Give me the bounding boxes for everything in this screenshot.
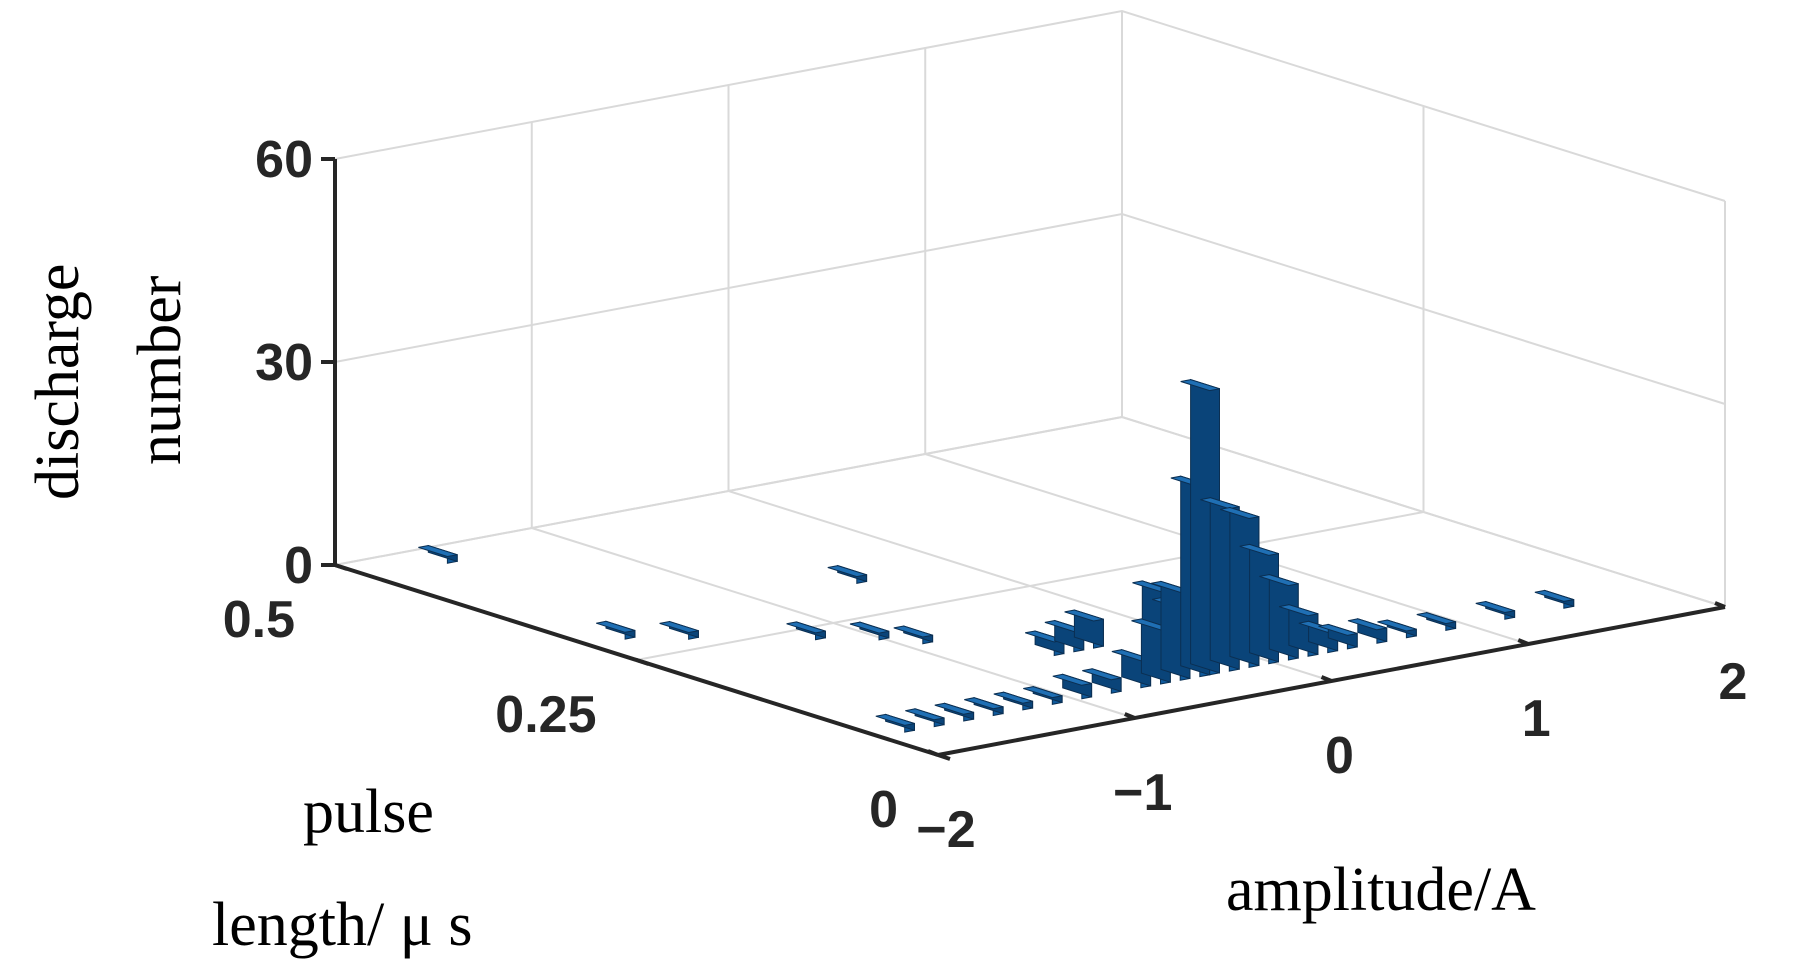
bar-top — [786, 621, 826, 634]
y-tick-mark — [635, 658, 650, 666]
z-tick-label: 60 — [255, 131, 313, 189]
x-tick-mark — [927, 749, 939, 757]
x-tick-mark — [1124, 712, 1136, 720]
bar-top — [1239, 543, 1279, 556]
bar — [993, 691, 1034, 711]
grid-floor-y-2 — [334, 416, 1123, 566]
bar-top — [827, 565, 867, 578]
x-tick-mark — [1320, 675, 1333, 683]
bar-top — [993, 691, 1033, 704]
bar-top — [875, 713, 915, 726]
bar — [1475, 600, 1516, 620]
bar — [893, 625, 934, 645]
x-tick-label: 1 — [1522, 690, 1551, 748]
bar-top — [1475, 600, 1515, 614]
x-tick-label: 0 — [1325, 727, 1354, 785]
bar — [1052, 673, 1093, 700]
bar-top — [659, 620, 699, 634]
grid-floor-y-1 — [636, 511, 1424, 661]
bar-layer — [418, 378, 1575, 733]
bar — [964, 697, 1004, 717]
bar — [905, 708, 945, 728]
y-axis-label-line-2: length/ μ s — [212, 891, 473, 959]
bar — [659, 620, 699, 640]
bar — [849, 621, 890, 641]
bar-top — [1377, 619, 1417, 632]
bar-top — [849, 621, 889, 634]
bar — [1416, 611, 1457, 632]
bar-top — [905, 708, 945, 721]
bar-top — [596, 620, 636, 633]
z-axis-label-line-1: discharge — [24, 264, 92, 500]
bar-top — [893, 625, 933, 638]
z-tick-label: 0 — [284, 537, 313, 595]
x-tick-label: 2 — [1719, 653, 1748, 711]
bar-top — [1082, 668, 1122, 681]
bar-top — [1278, 604, 1319, 617]
bar — [1318, 623, 1358, 650]
y-tick-mark — [937, 753, 951, 761]
grid-back-z-0 — [334, 415, 1726, 608]
bar-top — [1180, 379, 1220, 392]
bar — [1023, 685, 1063, 706]
bar — [1534, 589, 1575, 609]
bar-top — [1318, 623, 1358, 636]
bar-top — [1219, 506, 1260, 520]
bar-top — [1259, 574, 1299, 587]
bar — [786, 621, 826, 641]
z-tick-label: 30 — [255, 334, 313, 392]
bar — [596, 620, 636, 640]
bar — [1082, 668, 1122, 694]
bar — [1347, 618, 1388, 644]
bar — [875, 713, 915, 733]
axis-layer — [333, 159, 1726, 757]
tick-layer: 0 30 60 0 0.25 0.5 −2 −1 0 1 2 — [223, 131, 1748, 859]
bar-top — [1052, 673, 1092, 686]
x-tick-label: −1 — [1113, 764, 1172, 822]
bar-top — [418, 544, 458, 558]
bar — [934, 702, 975, 722]
grid-back-z-2 — [334, 9, 1726, 202]
bar-top — [1200, 497, 1240, 510]
x-axis-label: amplitude/A — [1226, 856, 1536, 924]
bar — [418, 544, 458, 564]
y-axis-label-line-1: pulse — [303, 778, 434, 846]
y-tick-label: 0.25 — [495, 686, 596, 744]
x-tick-mark — [1517, 638, 1529, 646]
bar-top — [934, 702, 974, 715]
z-axis-label-line-2: number — [126, 275, 194, 465]
bar — [1377, 619, 1417, 639]
bar-top — [1023, 686, 1063, 699]
bar-top — [964, 697, 1004, 710]
bar — [827, 564, 868, 585]
bar-top — [1064, 609, 1104, 622]
bar-top — [1347, 618, 1387, 631]
y-tick-label: 0.5 — [223, 591, 295, 649]
bar-top — [1534, 589, 1574, 602]
grid-layer — [334, 9, 1726, 756]
y-tick-label: 0 — [869, 781, 898, 839]
y-tick-mark — [334, 563, 348, 571]
bar — [1064, 609, 1104, 649]
grid-back-z-1 — [334, 212, 1726, 405]
bar-top — [1416, 612, 1456, 625]
x-tick-label: −2 — [916, 801, 975, 859]
x-tick-mark — [1714, 601, 1726, 609]
